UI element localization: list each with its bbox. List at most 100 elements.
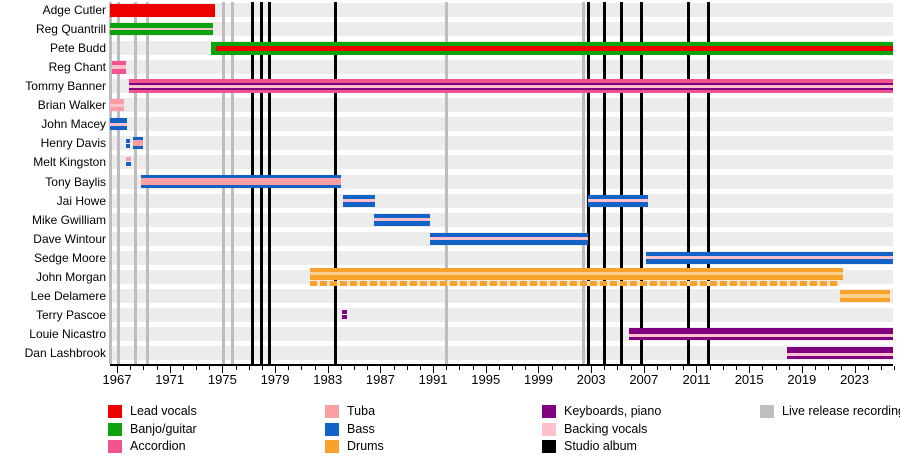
legend-swatch-banjo xyxy=(108,422,122,436)
bar-stripe-bass xyxy=(110,118,127,123)
timeline-bar xyxy=(110,99,124,112)
bar-stripe-drums xyxy=(840,289,891,295)
live-release-line xyxy=(133,2,137,364)
axis-minor-tick xyxy=(301,366,303,370)
bar-stripe-tuba xyxy=(132,140,144,147)
bar-stripe-backing xyxy=(110,27,214,31)
bar-stripe-bass xyxy=(110,125,127,131)
timeline-bar xyxy=(140,175,341,189)
axis-tick-label: 2023 xyxy=(840,372,869,387)
axis-minor-tick xyxy=(235,366,237,370)
axis-minor-tick xyxy=(393,366,395,370)
member-label: Brian Walker xyxy=(37,98,106,113)
legend-label-backing: Backing vocals xyxy=(564,421,648,436)
axis-minor-tick xyxy=(156,366,158,370)
member-label: Tommy Banner xyxy=(25,79,106,94)
bar-stripe-bass xyxy=(132,146,144,150)
axis-major-tick xyxy=(117,366,118,373)
axis-tick-label: 2019 xyxy=(787,372,817,387)
bar-stripe-tuba xyxy=(110,99,124,104)
legend-swatch-tuba xyxy=(325,405,339,418)
row-band xyxy=(110,193,893,208)
legend-label-studio: Studio album xyxy=(564,439,637,453)
row-band xyxy=(110,98,893,113)
bar-stripe-bass xyxy=(646,259,893,264)
bar-stripe-keyboards xyxy=(629,336,893,341)
axis-minor-tick xyxy=(143,366,145,370)
bar-stripe-backing xyxy=(430,237,589,241)
axis-minor-tick xyxy=(261,366,263,370)
axis-minor-tick xyxy=(867,366,869,370)
axis-minor-tick xyxy=(446,366,448,370)
axis-tick-label: 1971 xyxy=(155,372,185,387)
axis-minor-tick xyxy=(841,366,843,370)
axis-minor-tick xyxy=(419,366,421,370)
row-band xyxy=(110,136,893,151)
timeline-bar xyxy=(132,137,144,150)
axis-minor-tick xyxy=(182,366,184,370)
row-band xyxy=(110,117,893,132)
axis-major-tick xyxy=(275,366,277,373)
bar-stripe-backing xyxy=(128,84,893,88)
member-label: Reg Quantrill xyxy=(35,22,106,37)
bar-stripe-backing xyxy=(588,198,648,203)
axis-minor-tick xyxy=(735,366,737,370)
studio-album-line xyxy=(706,2,710,364)
axis-major-tick xyxy=(538,366,540,373)
timeline-bar xyxy=(588,194,648,207)
bar-stripe-tuba xyxy=(126,157,132,162)
axis-minor-tick xyxy=(604,366,606,370)
live-release-line xyxy=(108,2,112,364)
member-label: Melt Kingston xyxy=(33,155,106,170)
axis-tick-label: 2015 xyxy=(734,372,764,387)
axis-tick-label: 1987 xyxy=(365,372,395,387)
axis-major-tick xyxy=(801,366,803,373)
axis-minor-tick xyxy=(340,366,342,370)
timeline-bar xyxy=(215,45,893,51)
bar-stripe-bass xyxy=(126,139,130,143)
bar-stripe-bass xyxy=(373,213,431,219)
axis-minor-tick xyxy=(551,366,553,370)
axis-tick-label: 1999 xyxy=(523,372,553,387)
timeline-bar xyxy=(126,139,130,143)
axis-tick-label: 1991 xyxy=(418,372,448,387)
axis-minor-tick xyxy=(406,366,408,370)
row-band xyxy=(110,60,893,75)
legend-swatch-accordion xyxy=(108,440,122,453)
axis-minor-tick xyxy=(894,366,896,370)
member-label: Mike Gwilliam xyxy=(31,212,106,227)
axis-minor-tick xyxy=(709,366,711,370)
legend-label-lead: Lead vocals xyxy=(130,404,197,418)
bar-stripe-keyboards xyxy=(787,355,893,360)
timeline-bar xyxy=(840,289,891,302)
axis-major-tick xyxy=(854,366,856,373)
member-label: Henry Davis xyxy=(40,136,106,151)
axis-major-tick xyxy=(749,366,751,373)
bar-stripe-accordion xyxy=(111,60,127,66)
bar-stripe-bass xyxy=(132,137,144,141)
member-label: John Morgan xyxy=(35,269,106,284)
bar-stripe-accordion xyxy=(111,68,127,74)
legend-label-banjo: Banjo/guitar xyxy=(130,421,197,436)
bar-stripe-backing xyxy=(342,198,376,203)
studio-album-line xyxy=(687,2,691,364)
timeline-bar xyxy=(126,157,132,162)
axis-minor-tick xyxy=(209,366,211,370)
timeline-bar xyxy=(342,194,376,207)
bar-stripe-bass xyxy=(140,175,341,179)
axis-minor-tick xyxy=(683,366,685,370)
legend-label-bass: Bass xyxy=(347,421,375,436)
x-axis-line xyxy=(110,364,893,366)
member-label: Dan Lashbrook xyxy=(24,346,106,361)
bar-stripe-backing xyxy=(111,65,127,69)
axis-minor-tick xyxy=(367,366,369,370)
bar-stripe-backing xyxy=(629,333,893,337)
bar-stripe-backing xyxy=(787,352,893,356)
axis-minor-tick xyxy=(512,366,514,370)
member-label: Pete Budd xyxy=(49,41,106,56)
bar-stripe-keyboards xyxy=(128,82,893,85)
legend-swatch-live xyxy=(760,405,774,418)
axis-minor-tick xyxy=(630,366,632,370)
bar-stripe-drums xyxy=(840,297,891,302)
axis-tick-label: 1995 xyxy=(471,372,501,387)
